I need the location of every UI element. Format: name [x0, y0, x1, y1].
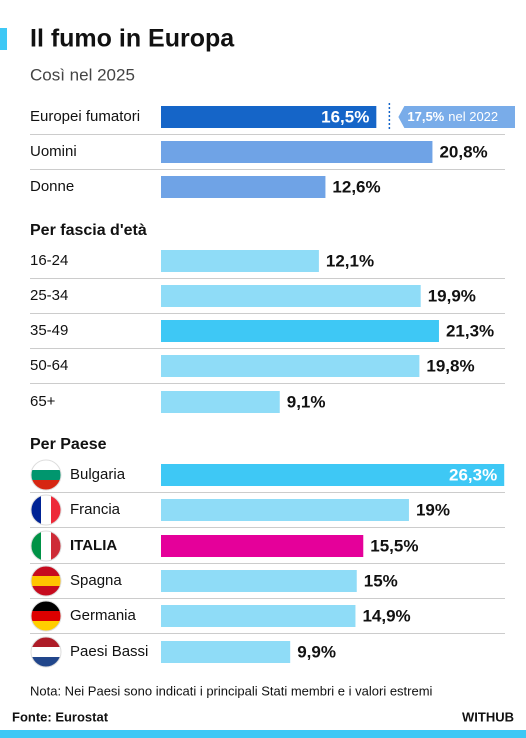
- value-label: 9,1%: [287, 392, 326, 411]
- flag-stripe: [31, 495, 41, 525]
- value-label: 14,9%: [362, 606, 410, 625]
- value-label: 12,1%: [326, 251, 374, 270]
- bar: [161, 641, 291, 663]
- flag-stripe: [31, 586, 61, 596]
- value-label: 26,3%: [449, 465, 497, 484]
- category-label: 50-64: [30, 357, 68, 374]
- bar: [161, 141, 433, 163]
- value-label: 19,9%: [428, 286, 476, 305]
- bar: [161, 320, 439, 342]
- section-title: Per fascia d'età: [30, 222, 147, 239]
- value-label: 19%: [416, 500, 450, 519]
- category-label: Europei fumatori: [30, 108, 140, 125]
- accent: [0, 28, 7, 50]
- bar: [161, 499, 409, 521]
- reference-label: 17,5% nel 2022: [407, 109, 498, 124]
- value-label: 21,3%: [446, 321, 494, 340]
- bottom-strip: [0, 730, 526, 738]
- bar: [161, 605, 356, 627]
- bar: [161, 535, 364, 557]
- bar: [161, 391, 280, 413]
- bar: [161, 570, 357, 592]
- flag: [30, 530, 62, 562]
- category-label: Germania: [70, 607, 137, 624]
- flag-border: [30, 600, 62, 632]
- flag-stripe: [31, 470, 61, 480]
- category-label: Bulgaria: [70, 466, 126, 483]
- flag-stripe: [31, 647, 61, 657]
- flag: [30, 636, 62, 668]
- subtitle: Così nel 2025: [30, 65, 135, 84]
- flag-stripe: [31, 480, 61, 490]
- flag-stripe: [41, 495, 51, 525]
- category-label: 25-34: [30, 287, 68, 304]
- flag-stripe: [51, 531, 61, 561]
- reference-value: 17,5%: [407, 109, 444, 124]
- flag-stripe: [31, 576, 61, 586]
- flag-border: [30, 530, 62, 562]
- flag: [30, 600, 62, 632]
- bar: [161, 250, 319, 272]
- value-label: 20,8%: [439, 142, 487, 161]
- value-label: 12,6%: [332, 177, 380, 196]
- flag-border: [30, 636, 62, 668]
- flag-stripe: [51, 495, 61, 525]
- value-label: 19,8%: [426, 356, 474, 375]
- category-label: Spagna: [70, 572, 122, 589]
- flag-border: [30, 565, 62, 597]
- flag: [30, 459, 62, 491]
- value-label: 9,9%: [297, 642, 336, 661]
- chart-title: Il fumo in Europa: [30, 25, 235, 53]
- flag-stripe: [31, 601, 61, 611]
- flag-border: [30, 459, 62, 491]
- category-label: 35-49: [30, 322, 68, 339]
- brand: WITHUB: [462, 709, 514, 724]
- category-label: Donne: [30, 178, 74, 195]
- flag: [30, 494, 62, 526]
- reference-box: [398, 106, 515, 128]
- bar: [161, 106, 377, 128]
- category-label: Uomini: [30, 143, 77, 160]
- flag: [30, 565, 62, 597]
- category-label: ITALIA: [70, 537, 117, 554]
- category-label: Paesi Bassi: [70, 643, 148, 660]
- category-label: Francia: [70, 501, 121, 518]
- reference-note: nel 2022: [448, 109, 498, 124]
- bar: [161, 176, 326, 198]
- flag-stripe: [31, 566, 61, 576]
- flag-stripe: [31, 611, 61, 621]
- flag-stripe: [31, 637, 61, 647]
- flag-stripe: [31, 621, 61, 631]
- flag-border: [30, 494, 62, 526]
- value-label: 15%: [364, 571, 398, 590]
- flag-stripe: [41, 531, 51, 561]
- footnote: Nota: Nei Paesi sono indicati i principa…: [30, 683, 433, 698]
- section-title: Per Paese: [30, 436, 107, 453]
- bar: [161, 355, 420, 377]
- value-label: 16,5%: [321, 107, 369, 126]
- value-label: 15,5%: [370, 536, 418, 555]
- flag-stripe: [31, 531, 41, 561]
- flag-stripe: [31, 460, 61, 470]
- flag-stripe: [31, 657, 61, 667]
- bar: [161, 285, 421, 307]
- category-label: 16-24: [30, 252, 68, 269]
- bar: [161, 464, 505, 486]
- source: Fonte: Eurostat: [12, 709, 109, 724]
- category-label: 65+: [30, 393, 56, 410]
